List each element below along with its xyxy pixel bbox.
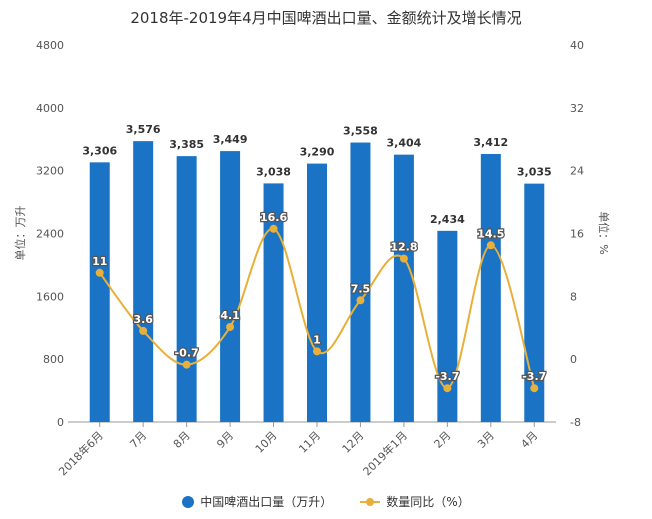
yoy-data-label: -0.7 (175, 347, 199, 360)
yoy-data-label: -3.7 (435, 370, 459, 383)
yoy-data-label: 11 (92, 255, 107, 268)
legend-item-volume[interactable]: 中国啤酒出口量（万升） (182, 493, 332, 510)
x-tick-label: 2月 (432, 429, 454, 451)
yoy-data-label: 3.6 (133, 313, 153, 326)
yoy-point (226, 322, 235, 331)
y-tick-label: 0 (57, 416, 64, 429)
bar-data-label: 3,558 (343, 125, 378, 138)
yoy-data-label: 4.1 (220, 309, 240, 322)
yoy-point (139, 326, 148, 335)
legend-label: 中国啤酒出口量（万升） (200, 495, 333, 509)
yoy-data-label: 1 (313, 333, 321, 346)
y-tick-label: 4800 (36, 39, 64, 52)
bar (220, 151, 241, 422)
yoy-point (95, 268, 104, 277)
chart-title: 2018年-2019年4月中国啤酒出口量、金额统计及增长情况 (130, 9, 522, 27)
yoy-point (356, 296, 365, 305)
bar (307, 163, 327, 423)
y2-tick-label: 24 (570, 165, 584, 178)
y2-tick-label: -8 (570, 416, 581, 429)
x-tick-label: 9月 (214, 429, 236, 451)
bar-data-label: 3,449 (213, 133, 248, 146)
x-tick-label: 8月 (171, 429, 193, 451)
bar-data-label: 3,576 (126, 123, 161, 136)
bar-data-label: 3,035 (517, 166, 552, 179)
y-tick-label: 4000 (36, 102, 64, 115)
bar-data-label: 3,404 (387, 137, 422, 150)
y2-tick-label: 40 (570, 39, 584, 52)
y-axis-title: 单位：万升 (13, 206, 27, 261)
yoy-point (399, 254, 408, 263)
bar-data-label: 3,306 (82, 144, 117, 157)
legend-marker-line (360, 497, 381, 506)
yoy-point (313, 347, 321, 356)
y-tick-label: 3200 (36, 165, 64, 178)
x-tick-label: 7月 (127, 429, 149, 451)
yoy-data-label: 7.5 (351, 282, 371, 295)
y2-tick-label: 32 (570, 102, 584, 115)
yoy-data-label: 16.6 (260, 211, 287, 224)
yoy-point (269, 224, 278, 233)
bar (263, 183, 284, 422)
y-tick-label: 800 (43, 353, 64, 366)
y2-tick-label: 16 (570, 228, 584, 241)
yoy-point (443, 384, 452, 393)
x-tick-label: 10月 (253, 429, 280, 456)
bar (350, 142, 371, 422)
bar (89, 162, 110, 422)
bar-data-label: 3,038 (256, 165, 291, 178)
bar (437, 230, 458, 422)
yoy-data-label: 12.8 (390, 241, 417, 254)
bar-data-label: 3,412 (473, 136, 508, 149)
x-tick-label: 2019年1月 (360, 428, 410, 478)
x-tick-label: 12月 (340, 429, 367, 456)
bar-data-label: 3,385 (169, 138, 204, 151)
x-tick-label: 11月 (296, 429, 323, 456)
bar (524, 183, 545, 422)
yoy-data-label: -3.7 (522, 370, 546, 383)
x-tick-label: 4月 (518, 429, 540, 451)
legend-marker-bar (182, 495, 195, 508)
bar (480, 154, 501, 422)
yoy-data-label: 14.5 (477, 227, 504, 240)
y2-tick-label: 8 (570, 290, 577, 303)
y-tick-label: 1600 (36, 290, 64, 303)
bar (133, 141, 154, 422)
bar-data-label: 2,434 (430, 213, 465, 226)
legend-label: 数量同比（%） (386, 495, 470, 509)
bar (176, 156, 197, 422)
x-tick-label: 3月 (475, 429, 497, 451)
yoy-point (486, 241, 495, 250)
y2-axis-title: 单位：% (597, 211, 611, 254)
bar (393, 154, 414, 422)
y-tick-label: 2400 (36, 228, 64, 241)
bar-data-label: 3,290 (300, 146, 335, 159)
y2-tick-label: 0 (570, 353, 577, 366)
yoy-point (530, 384, 539, 393)
yoy-point (182, 360, 191, 369)
x-tick-label: 2018年6月 (56, 428, 106, 478)
legend-item-yoy[interactable]: 数量同比（%） (360, 493, 470, 510)
legend: 中国啤酒出口量（万升） 数量同比（%） (0, 493, 652, 510)
